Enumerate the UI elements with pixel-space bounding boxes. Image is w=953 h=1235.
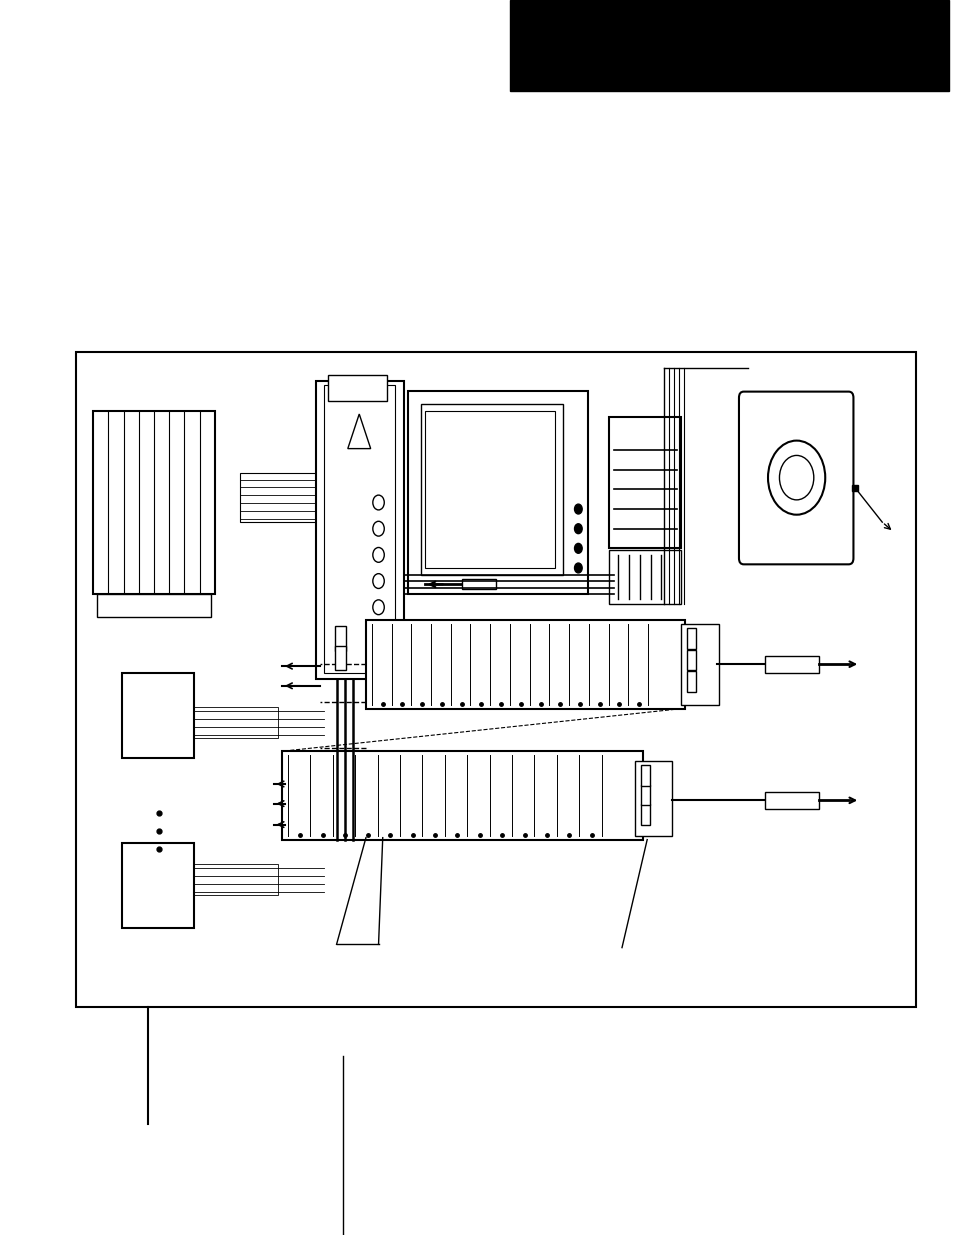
Bar xyxy=(420,404,562,574)
Bar xyxy=(122,673,193,758)
Bar xyxy=(240,473,324,522)
Circle shape xyxy=(373,547,384,562)
Bar xyxy=(634,761,672,836)
Bar xyxy=(93,411,214,594)
Bar xyxy=(640,804,650,825)
Circle shape xyxy=(574,504,581,514)
Bar xyxy=(76,352,915,1007)
Bar xyxy=(609,551,680,604)
Circle shape xyxy=(373,600,384,615)
Circle shape xyxy=(779,456,813,500)
Circle shape xyxy=(574,543,581,553)
Bar xyxy=(609,417,680,548)
Bar xyxy=(282,751,642,840)
Bar xyxy=(324,384,395,673)
Circle shape xyxy=(574,524,581,534)
Bar xyxy=(764,656,819,673)
Bar xyxy=(408,391,588,594)
Bar xyxy=(640,764,650,785)
Circle shape xyxy=(373,521,384,536)
Circle shape xyxy=(767,441,824,515)
Bar xyxy=(510,0,948,91)
Circle shape xyxy=(574,563,581,573)
Bar xyxy=(97,594,211,618)
FancyBboxPatch shape xyxy=(739,391,853,564)
Bar xyxy=(193,706,277,739)
Bar xyxy=(315,382,403,679)
Bar xyxy=(764,792,819,809)
Bar xyxy=(122,844,193,927)
Bar xyxy=(335,646,346,671)
Circle shape xyxy=(373,495,384,510)
Circle shape xyxy=(373,573,384,589)
Bar xyxy=(686,650,696,671)
Bar xyxy=(680,624,718,705)
Bar xyxy=(462,579,496,589)
Bar xyxy=(335,626,346,651)
Bar xyxy=(328,375,387,401)
Bar xyxy=(686,629,696,648)
Bar xyxy=(424,411,555,568)
Bar xyxy=(686,672,696,692)
Bar xyxy=(640,784,650,805)
Bar xyxy=(366,620,684,709)
Bar xyxy=(193,863,277,895)
